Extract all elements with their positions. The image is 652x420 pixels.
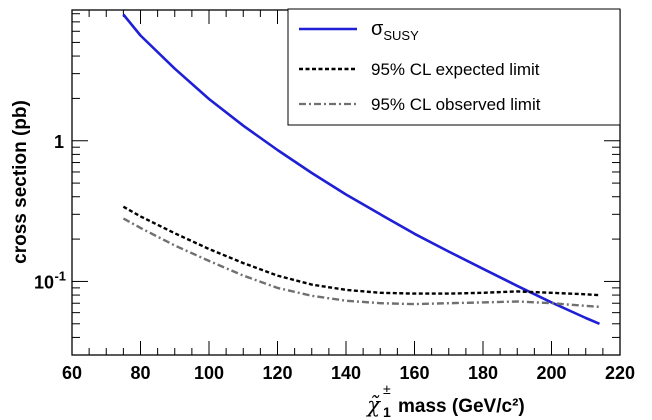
- x-tick-label: 100: [194, 363, 224, 383]
- data-series: [122, 13, 601, 325]
- legend-label-expected-limit: 95% CL expected limit: [371, 60, 540, 79]
- legend-label-sigma-susy: σSUSY: [371, 18, 419, 43]
- series-line-sigma-susy: [122, 13, 601, 325]
- x-axis-title: χ̃ ± 1 mass (GeV/c²): [365, 381, 524, 420]
- x-tick-label: 200: [536, 363, 566, 383]
- x-tick-label: 220: [605, 363, 635, 383]
- legend: σSUSY 95% CL expected limit 95% CL obser…: [287, 8, 621, 126]
- y-axis-title: cross section (pb): [10, 100, 31, 264]
- x-tick-label: 120: [262, 363, 292, 383]
- y-tick-label: 10: [34, 272, 54, 292]
- y-tick-labels: 1 10 -1: [34, 132, 66, 293]
- series-line-expected-limit: [122, 205, 600, 297]
- x-axis-label-text: mass (GeV/c²): [398, 396, 525, 417]
- x-axis-symbol-subscript: 1: [383, 404, 391, 420]
- x-tick-label: 80: [130, 363, 150, 383]
- series-line-observed-limit: [122, 217, 600, 308]
- x-tick-label: 160: [399, 363, 429, 383]
- x-tick-label: 140: [331, 363, 361, 383]
- legend-label-observed-limit: 95% CL observed limit: [371, 95, 541, 114]
- y-tick-label-exponent: -1: [54, 268, 66, 283]
- x-tick-label: 60: [62, 363, 82, 383]
- x-tick-labels: 60 80 100 120 140 160 180 200 220: [62, 363, 635, 383]
- x-tick-label: 180: [468, 363, 498, 383]
- y-tick-label: 1: [54, 132, 64, 152]
- x-axis-symbol-superscript: ±: [383, 381, 391, 397]
- x-axis-symbol: χ̃: [365, 393, 381, 417]
